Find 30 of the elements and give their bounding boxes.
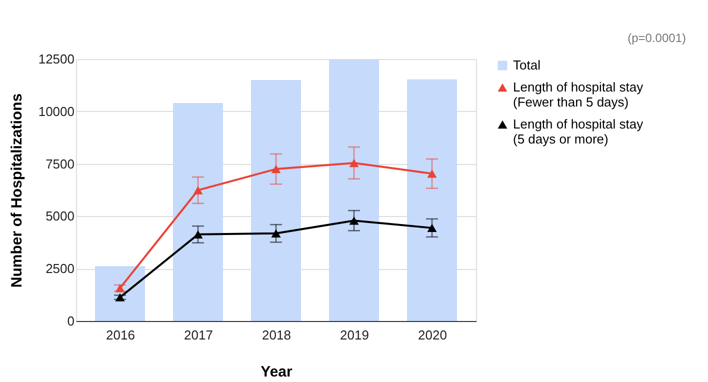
point [271,229,281,238]
x-tick-label: 2016 [106,328,135,342]
x-tick-label: 2017 [184,328,213,342]
y-axis-title: Number of Hospitalizations [8,93,26,288]
point [427,170,437,178]
point [349,158,359,168]
y-tick-label: 2500 [46,261,74,276]
legend-label: Length of hospital stay (Fewer than 5 days) [513,80,644,110]
y-tick-label: 0 [67,314,74,328]
point [193,186,203,194]
text: (p=0.0001) [628,31,686,45]
x-tick-label: 2020 [418,328,447,342]
y-tick-label: 10000 [38,104,74,119]
bar [95,266,145,321]
y-tick-label: 5000 [46,208,74,224]
point [427,224,437,232]
y-tick-label: 7500 [46,156,74,172]
point [193,230,203,239]
x-tick-label: 2018 [262,328,291,342]
y-tick-label: 12500 [38,52,74,66]
point [349,216,359,225]
point [271,164,281,174]
legend-label: Length of hospital stay (5 days or more) [513,116,644,146]
x-axis-title: Year [260,364,293,380]
bar [407,79,457,321]
legend-label: Total [513,58,541,72]
bar [251,80,301,321]
bar [173,103,223,321]
x-tick-label: 2019 [340,328,369,342]
bar [329,60,379,321]
